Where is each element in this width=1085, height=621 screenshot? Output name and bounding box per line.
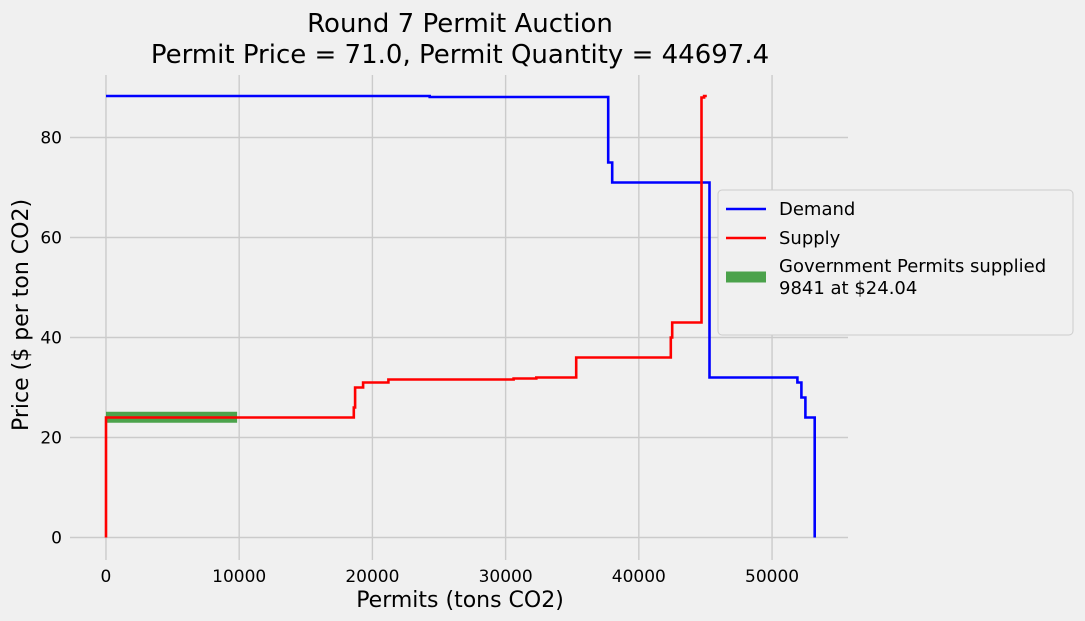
x-tick-label: 40000 [612,567,666,587]
legend-label: 9841 at $24.04 [779,278,917,299]
y-tick-label: 40 [40,329,62,349]
x-tick-label: 30000 [479,567,533,587]
legend-label: Demand [779,199,855,220]
y-tick-label: 80 [40,129,62,149]
series-lines [104,94,817,538]
y-tick-labels: 0 20 40 60 80 [40,129,62,549]
y-axis-label: Price ($ per ton CO2) [9,199,34,431]
x-axis-label: Permits (tons CO2) [356,588,564,613]
y-tick-label: 0 [51,529,62,549]
series-supply [104,94,707,538]
legend-box [717,189,1074,336]
chart-title: Round 7 Permit Auction [307,9,613,39]
legend: Demand Supply Government Permits supplied9… [717,189,1074,336]
chart-subtitle: Permit Price = 71.0, Permit Quantity = 4… [151,40,769,70]
x-tick-label: 20000 [345,567,399,587]
x-tick-label: 0 [101,567,112,587]
x-tick-label: 50000 [745,567,799,587]
x-tick-label: 10000 [212,567,266,587]
y-tick-label: 60 [40,229,62,249]
series-demand [106,94,817,538]
legend-label: Supply [779,228,841,249]
y-tick-label: 20 [40,429,62,449]
x-tick-labels: 0 10000 20000 30000 40000 50000 [101,567,800,587]
legend-label: Government Permits supplied [779,256,1046,277]
